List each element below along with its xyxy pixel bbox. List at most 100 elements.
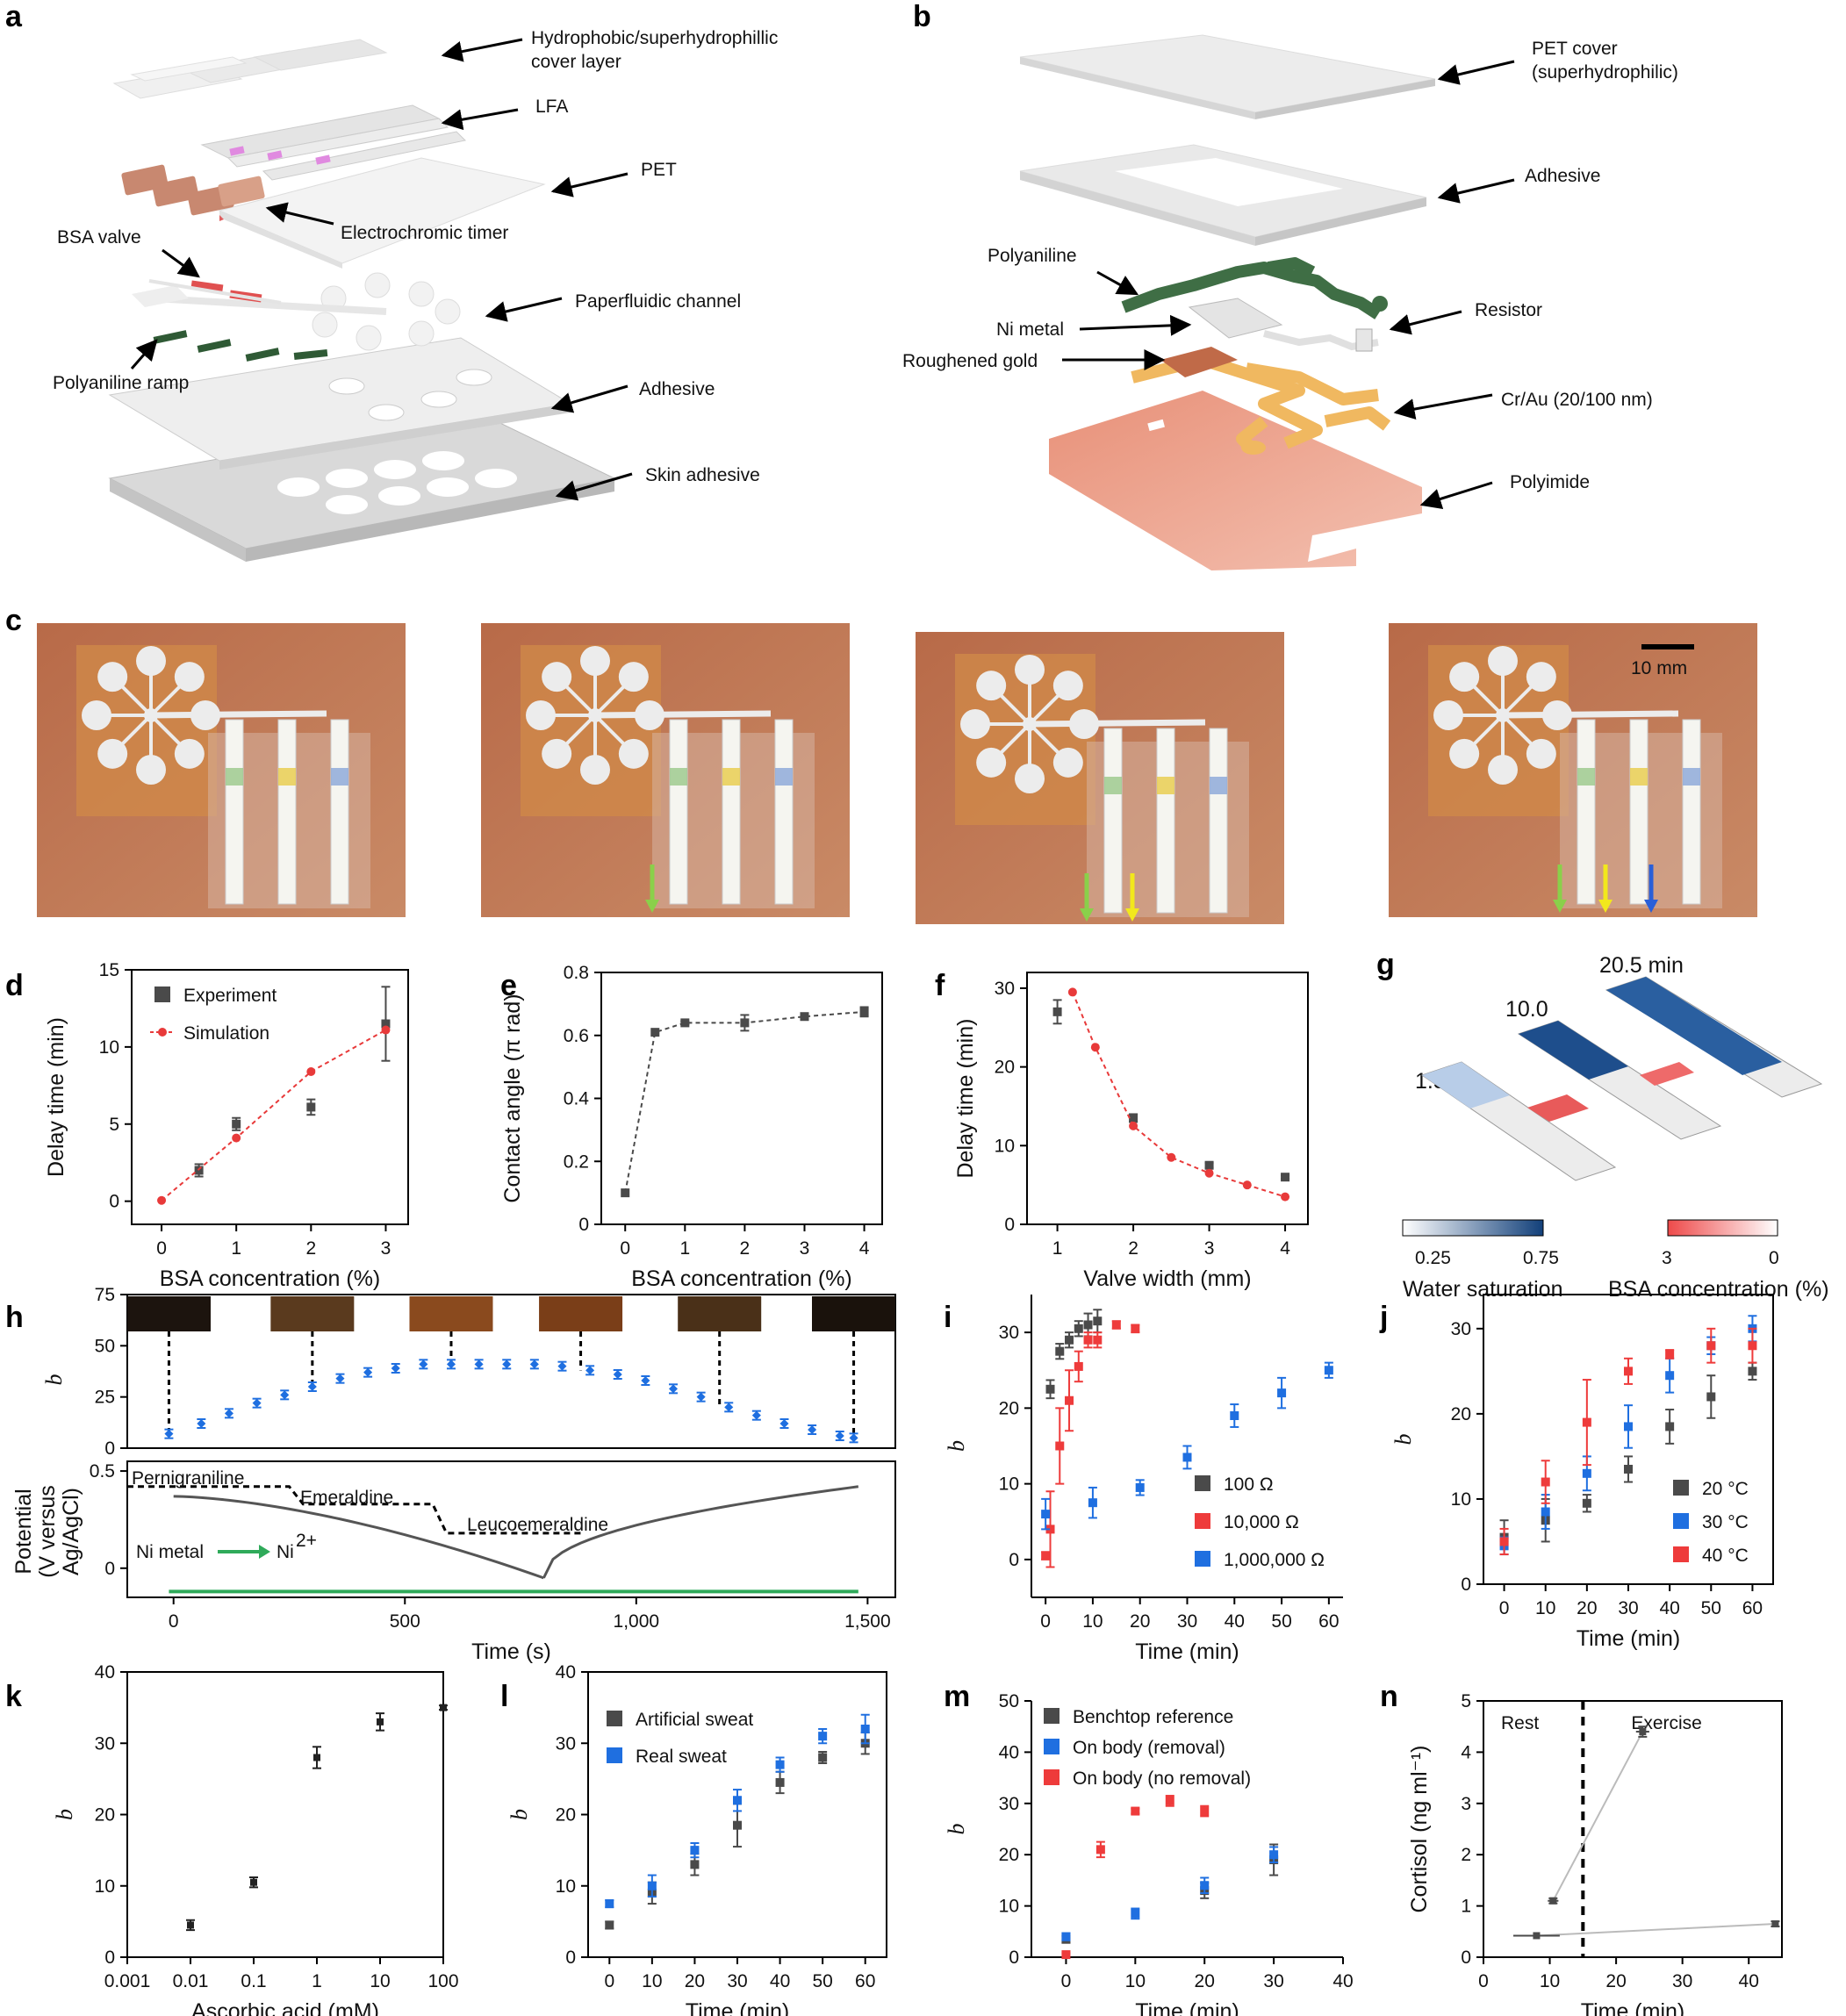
data-point bbox=[775, 1777, 785, 1787]
well bbox=[1488, 755, 1518, 785]
lfa-strip bbox=[330, 719, 349, 905]
y-tick-label: 25 bbox=[95, 1388, 115, 1408]
data-point bbox=[1088, 1498, 1097, 1508]
x-tick-label: 20 bbox=[1195, 1971, 1215, 1991]
data-point bbox=[1665, 1349, 1675, 1359]
annot-exercise: Exercise bbox=[1631, 1713, 1702, 1733]
x-tick-label: 1 bbox=[231, 1238, 241, 1259]
data-point bbox=[1135, 1482, 1145, 1492]
x-axis-label: BSA concentration (%) bbox=[631, 1266, 852, 1291]
y-tick-label: 40 bbox=[556, 1662, 576, 1682]
well bbox=[174, 662, 205, 692]
panel-c: c 10 mm bbox=[5, 604, 1757, 924]
color-swatch bbox=[678, 1296, 762, 1331]
well bbox=[97, 662, 128, 692]
time-label-20-5: 20.5 min bbox=[1599, 953, 1684, 978]
well bbox=[174, 738, 205, 769]
data-point bbox=[1748, 1341, 1757, 1351]
well bbox=[136, 646, 166, 676]
annot-polyaniline-ramp: Polyaniline ramp bbox=[53, 373, 189, 393]
panel-label-f: f bbox=[935, 969, 945, 1002]
cover-layer bbox=[112, 39, 388, 99]
well bbox=[976, 671, 1007, 701]
data-point bbox=[440, 1704, 447, 1711]
well bbox=[1449, 738, 1480, 769]
test-zone bbox=[331, 768, 348, 786]
x-tick-label: 10 bbox=[1082, 1611, 1103, 1632]
x-axis-label: Time (min) bbox=[1135, 1639, 1239, 1664]
data-point bbox=[1624, 1367, 1633, 1376]
x-tick-label: 60 bbox=[855, 1971, 875, 1991]
lfa-strip bbox=[1682, 719, 1701, 905]
adhesive-layer-a bbox=[108, 337, 572, 470]
x-tick-label: 10 bbox=[1125, 1971, 1146, 1991]
panel-label-b: b bbox=[913, 0, 931, 33]
y-axis-label: Delay time (min) bbox=[953, 1019, 978, 1179]
well bbox=[1015, 655, 1045, 685]
y-tick-label: 50 bbox=[95, 1336, 115, 1356]
x-tick-label: 20 bbox=[1577, 1598, 1597, 1618]
lfa-strip bbox=[1629, 719, 1648, 905]
chart-j: j 0 10 20 30 40 50 60 0 10 20 30 Time (min) b 20 °C 30 … bbox=[1379, 1294, 1774, 1651]
data-point bbox=[818, 1732, 828, 1741]
data-point bbox=[1065, 1335, 1074, 1345]
indicator-arrowhead bbox=[1644, 900, 1658, 913]
adhesive-b bbox=[1019, 144, 1427, 246]
well bbox=[1488, 646, 1518, 676]
y-axis-label-bottom-2: (V versus bbox=[35, 1485, 60, 1578]
y-tick-label: 10 bbox=[999, 1897, 1019, 1917]
y-tick-label: 0 bbox=[109, 1192, 119, 1212]
panel-label-h: h bbox=[5, 1301, 24, 1334]
x-tick-label: 0 bbox=[156, 1238, 167, 1259]
data-point bbox=[680, 1018, 690, 1028]
photo-2 bbox=[481, 623, 850, 917]
chart-k: k 0.001 0.01 0.1 1 10 100 0 10 20 30 40 Ascorbic aci… bbox=[5, 1662, 459, 2016]
panel-a: a bbox=[5, 0, 778, 562]
data-point bbox=[306, 1067, 316, 1076]
chart-f: f 1 2 3 4 0 10 20 30 Valve width (mm) Delay time (… bbox=[935, 969, 1309, 1291]
series-10-000- bbox=[1041, 1320, 1140, 1568]
roughened-gold-pad bbox=[1160, 347, 1238, 377]
data-point bbox=[740, 1018, 750, 1028]
series-line bbox=[1071, 992, 1286, 1198]
test-zone bbox=[278, 768, 296, 786]
annot-cover-layer-2: cover layer bbox=[531, 52, 621, 72]
annot-electrochromic-timer: Electrochromic timer bbox=[341, 223, 508, 243]
ni-ion-charge: 2+ bbox=[296, 1531, 317, 1551]
series-0 bbox=[621, 1006, 869, 1198]
annot-paperfluidic-channel: Paperfluidic channel bbox=[575, 291, 741, 312]
color-swatch bbox=[127, 1296, 211, 1331]
data-point bbox=[1090, 1043, 1100, 1052]
lfa-strip bbox=[1103, 728, 1123, 914]
panel-label-d: d bbox=[5, 969, 24, 1002]
y-tick-label: 0 bbox=[565, 1948, 576, 1968]
data-point bbox=[194, 1166, 204, 1175]
ni-metal bbox=[1188, 298, 1379, 352]
legend-label: 30 °C bbox=[1702, 1512, 1749, 1532]
legend-marker bbox=[1673, 1480, 1689, 1496]
well bbox=[97, 738, 128, 769]
state-pernigraniline: Pernigraniline bbox=[132, 1468, 244, 1489]
y-tick-label: 30 bbox=[995, 979, 1015, 999]
well bbox=[618, 738, 649, 769]
x-tick-label: 60 bbox=[1742, 1598, 1763, 1618]
indicator-arrowhead bbox=[1080, 908, 1094, 922]
panel-label-e: e bbox=[500, 969, 517, 1002]
data-point bbox=[232, 1119, 241, 1129]
x-tick-label: 100 bbox=[427, 1971, 458, 1991]
data-point bbox=[1055, 1441, 1065, 1451]
y-tick-label: 20 bbox=[999, 1845, 1019, 1865]
data-point bbox=[1067, 987, 1077, 997]
y-tick-label: 15 bbox=[99, 960, 119, 980]
strip-1-5 bbox=[1420, 1061, 1617, 1181]
well bbox=[1526, 738, 1556, 769]
x-tick-label: 30 bbox=[1618, 1598, 1638, 1618]
chart-d: d 0 1 2 3 0 5 10 15 BSA concentration (%) Delay ti… bbox=[5, 960, 409, 1291]
annot-cover-layer-1: Hydrophobic/superhydrophillic bbox=[531, 28, 778, 48]
x-tick-label: 1 bbox=[679, 1238, 690, 1259]
data-point bbox=[381, 1019, 391, 1029]
data-point bbox=[1665, 1422, 1675, 1431]
data-point bbox=[1204, 1160, 1214, 1170]
x-tick-label: 2 bbox=[305, 1238, 316, 1259]
